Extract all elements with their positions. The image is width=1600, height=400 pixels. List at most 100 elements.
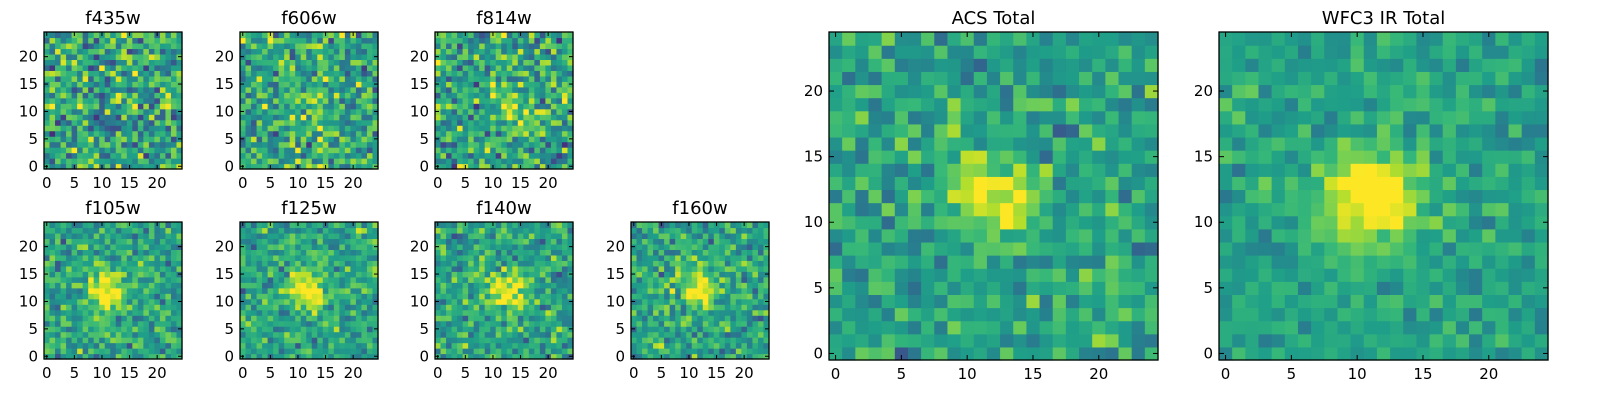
heatmap-cell xyxy=(317,260,324,267)
heatmap-cell xyxy=(115,141,122,148)
heatmap-cell xyxy=(300,147,307,154)
heatmap-cell xyxy=(484,163,491,170)
panel-f814w-title: f814w xyxy=(476,8,531,29)
heatmap-cell xyxy=(631,293,638,300)
heatmap-cell xyxy=(468,64,475,71)
heatmap-cell xyxy=(372,276,379,283)
heatmap-cell xyxy=(306,238,313,245)
heatmap-cell xyxy=(267,260,274,267)
heatmap-cell xyxy=(251,59,258,66)
heatmap-cell xyxy=(523,42,530,50)
heatmap-cell xyxy=(523,287,530,294)
heatmap-cell xyxy=(295,238,302,245)
heatmap-cell xyxy=(479,238,486,245)
heatmap-cell xyxy=(986,320,1001,335)
heatmap-cell xyxy=(366,141,374,148)
heatmap-cell xyxy=(451,136,458,143)
heatmap-cell xyxy=(82,53,89,60)
heatmap-cell xyxy=(550,309,558,316)
heatmap-cell xyxy=(702,260,709,267)
heatmap-cell xyxy=(333,125,340,132)
heatmap-cell xyxy=(278,97,285,104)
heatmap-cell xyxy=(451,92,458,99)
heatmap-cell xyxy=(71,48,78,55)
heatmap-cell xyxy=(170,243,178,250)
heatmap-cell xyxy=(344,304,351,311)
heatmap-cell xyxy=(306,48,313,55)
heatmap-cell xyxy=(165,249,172,256)
heatmap-cell xyxy=(170,249,178,256)
heatmap-cell xyxy=(495,353,502,360)
heatmap-cell xyxy=(339,249,346,256)
heatmap-cell xyxy=(49,125,56,132)
heatmap-cell xyxy=(545,97,552,104)
heatmap-cell xyxy=(317,337,324,344)
heatmap-cell xyxy=(435,282,442,289)
heatmap-cell xyxy=(697,249,704,256)
heatmap-cell xyxy=(159,271,167,278)
heatmap-cell xyxy=(306,103,313,110)
heatmap-cell xyxy=(479,108,486,115)
heatmap-cell xyxy=(735,249,742,256)
heatmap-cell xyxy=(702,238,709,245)
heatmap-cell xyxy=(561,103,569,110)
heatmap-cell xyxy=(306,81,313,88)
heatmap-cell xyxy=(159,254,167,261)
heatmap-cell xyxy=(506,298,513,305)
heatmap-cell xyxy=(561,282,569,289)
heatmap-cell xyxy=(730,337,737,344)
heatmap-cell xyxy=(159,108,167,115)
heatmap-cell xyxy=(490,342,497,349)
heatmap-cell xyxy=(1118,202,1133,217)
heatmap-cell xyxy=(550,353,558,360)
heatmap-cell xyxy=(159,298,167,305)
heatmap-cell xyxy=(339,276,346,283)
heatmap-cell xyxy=(528,232,535,240)
heatmap-cell xyxy=(88,48,95,55)
heatmap-cell xyxy=(71,53,78,60)
heatmap-cell xyxy=(289,260,296,267)
heatmap-cell xyxy=(973,163,988,177)
heatmap-cell xyxy=(132,287,139,294)
heatmap-cell xyxy=(545,59,552,66)
heatmap-cell xyxy=(631,309,638,316)
heatmap-cell xyxy=(658,271,665,278)
heatmap-cell xyxy=(278,238,285,245)
heatmap-cell xyxy=(462,320,469,327)
heatmap-cell xyxy=(1013,281,1027,295)
y-tick-label: 20 xyxy=(215,238,234,256)
y-tick-label: 15 xyxy=(215,75,234,93)
heatmap-cell xyxy=(121,141,128,148)
heatmap-cell xyxy=(468,249,475,256)
heatmap-cell xyxy=(339,348,346,355)
heatmap-cell xyxy=(311,108,318,115)
heatmap-cell xyxy=(333,304,340,311)
heatmap-cell xyxy=(506,81,513,88)
heatmap-cell xyxy=(350,315,357,322)
heatmap-cell xyxy=(1105,255,1120,269)
heatmap-cell xyxy=(713,331,720,338)
heatmap-cell xyxy=(556,48,563,55)
heatmap-cell xyxy=(251,331,258,338)
heatmap-cell xyxy=(93,304,100,311)
heatmap-cell xyxy=(262,238,269,245)
heatmap-cell xyxy=(137,342,144,349)
heatmap-cell xyxy=(697,282,704,289)
heatmap-cell xyxy=(907,189,922,204)
heatmap-cell xyxy=(517,141,524,148)
heatmap-cell xyxy=(82,114,89,121)
heatmap-cell xyxy=(490,243,497,250)
heatmap-cell xyxy=(165,48,172,55)
heatmap-cell xyxy=(154,152,161,159)
heatmap-cell xyxy=(675,232,682,240)
heatmap-cell xyxy=(132,130,139,137)
heatmap-cell xyxy=(115,92,122,99)
heatmap-cell xyxy=(757,342,765,349)
heatmap-cell xyxy=(757,320,765,327)
heatmap-cell xyxy=(104,64,111,71)
heatmap-cell xyxy=(284,243,291,250)
heatmap-cell xyxy=(451,32,458,39)
heatmap-cell xyxy=(126,315,133,322)
heatmap-cell xyxy=(143,265,150,272)
